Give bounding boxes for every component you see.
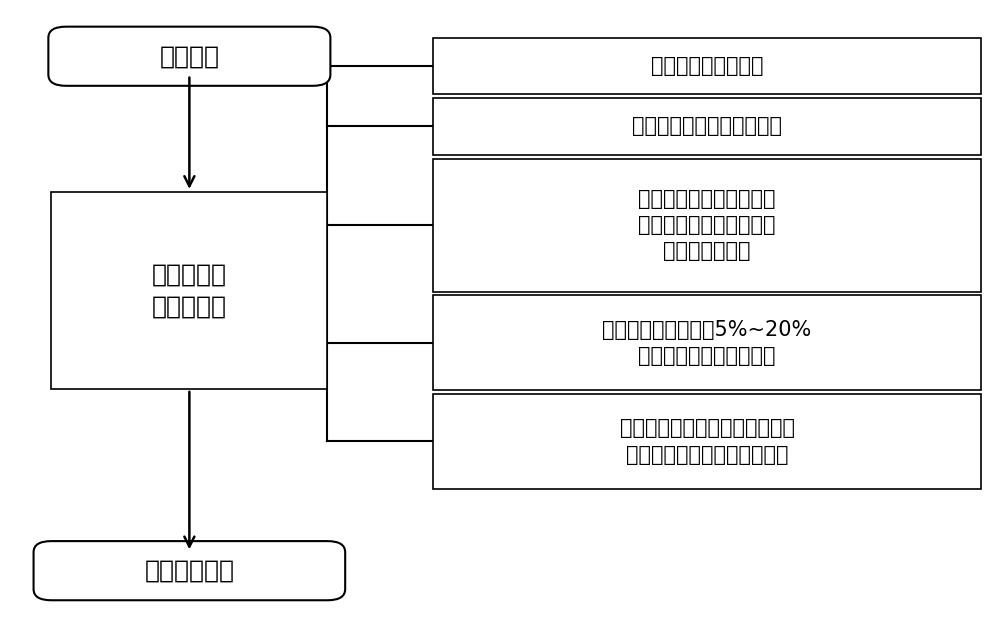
Bar [433,98,981,155]
FancyBboxPatch shape [48,26,330,86]
Text: 创建和初始化坏扇区映射表: 创建和初始化坏扇区映射表 [632,117,782,137]
Bar [433,295,981,390]
FancyBboxPatch shape [34,541,345,600]
Text: 硬盘上线完成: 硬盘上线完成 [144,559,234,583]
Bar [433,38,981,94]
Text: 获取硬盘容量并截留5%~20%
的硬盘空间作为预留扇区: 获取硬盘容量并截留5%~20% 的硬盘空间作为预留扇区 [602,319,812,366]
Text: 坏扇区管理
模块初始化: 坏扇区管理 模块初始化 [152,263,227,318]
Text: 系统启动: 系统启动 [159,44,219,68]
Bar [433,159,981,292]
Text: 获取硬盘配置信息并创建坏扇区
预测因子和预测坏扇区映射表: 获取硬盘配置信息并创建坏扇区 预测因子和预测坏扇区映射表 [620,418,795,464]
Text: 向系统申请内存资源: 向系统申请内存资源 [651,56,763,76]
Text: 获取硬盘磁道和盘片数量
并建立从逻辑地址到物理
地址的映射关系: 获取硬盘磁道和盘片数量 并建立从逻辑地址到物理 地址的映射关系 [638,188,776,261]
Bar [433,394,981,489]
Bar [51,192,327,389]
